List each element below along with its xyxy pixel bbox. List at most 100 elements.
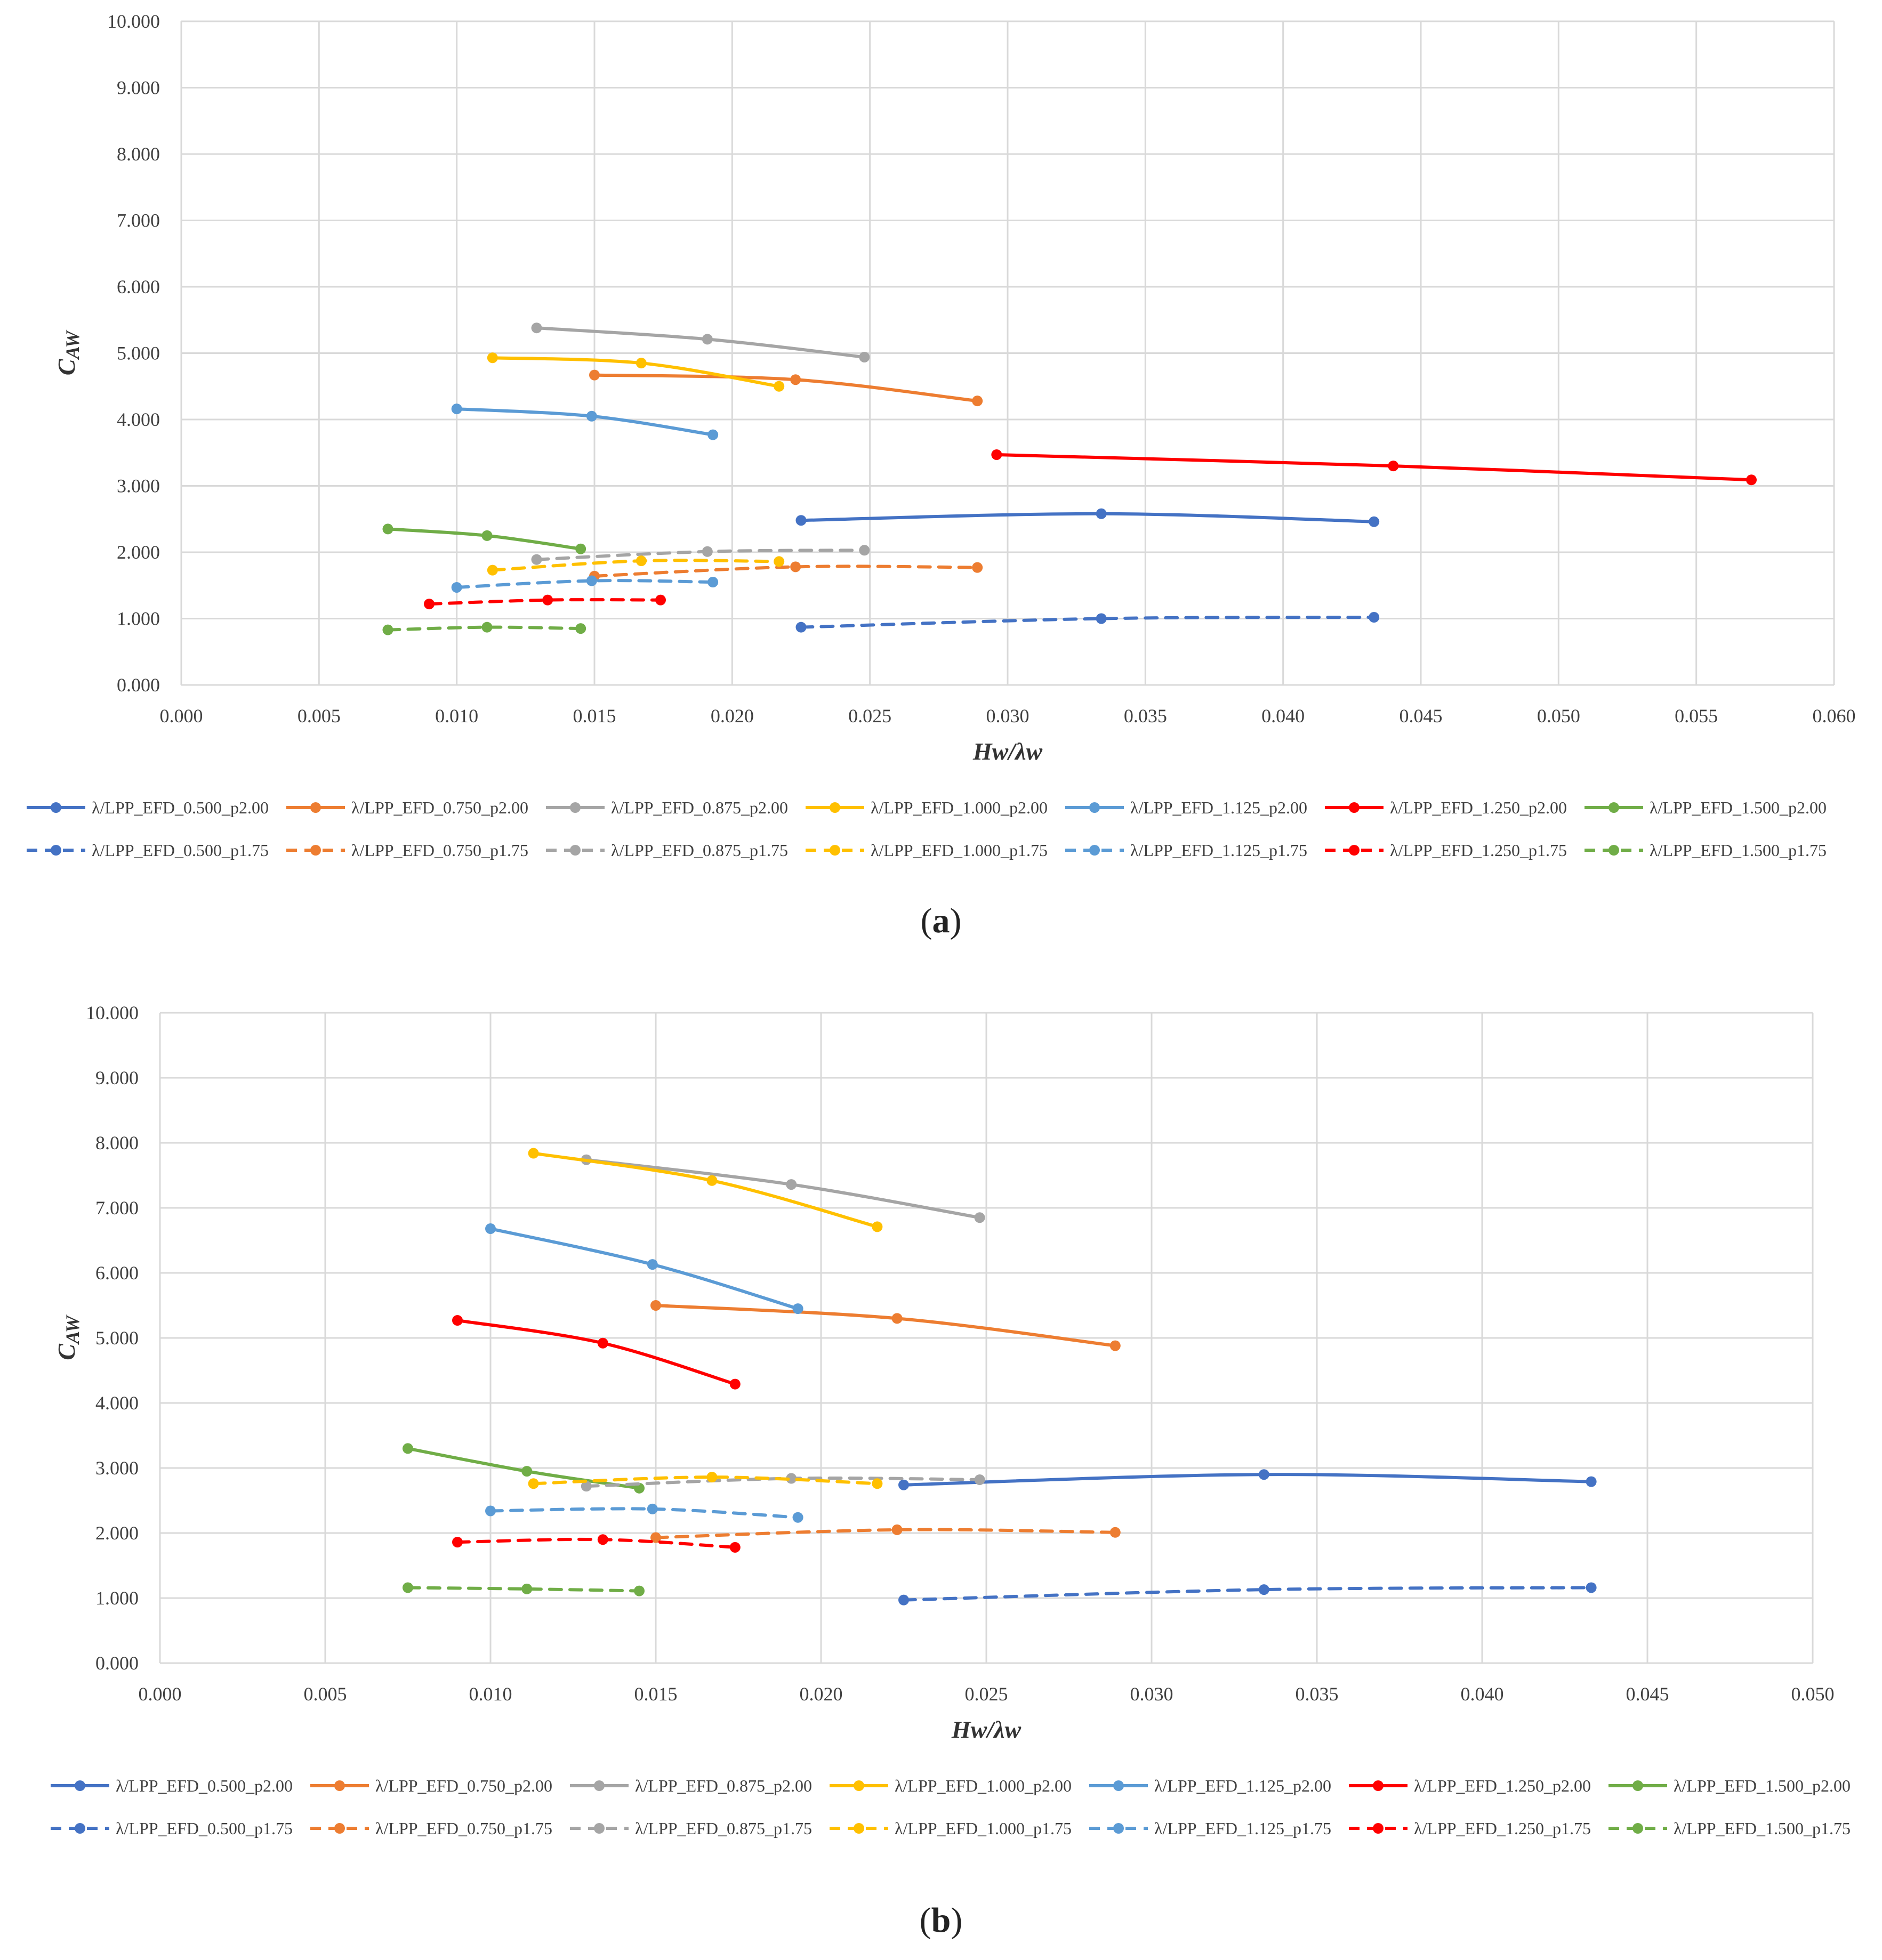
legend-label: λ/LPP_EFD_1.125_p2.00 [1154,1776,1331,1795]
series-line [455,407,715,437]
data-point [859,545,870,556]
data-point [774,381,785,392]
legend-label: λ/LPP_EFD_1.500_p2.00 [1674,1776,1851,1795]
legend-item: λ/LPP_EFD_0.750_p2.00 [310,1776,552,1795]
legend: λ/LPP_EFD_0.500_p2.00 λ/LPP_EFD_0.750_p2.… [27,798,1827,860]
y-tick-label: 1.000 [95,1587,139,1609]
data-point [650,1532,661,1543]
legend-label: λ/LPP_EFD_1.250_p2.00 [1390,798,1567,817]
series-line [490,356,781,388]
caption-b: (b) [919,1901,963,1940]
legend-label: λ/LPP_EFD_1.250_p2.00 [1414,1776,1591,1795]
legend-label: λ/LPP_EFD_0.750_p1.75 [351,841,528,860]
data-point [898,1594,909,1606]
data-point [790,374,801,385]
legend-label: λ/LPP_EFD_1.000_p2.00 [895,1776,1072,1795]
legend-label: λ/LPP_EFD_0.875_p1.75 [635,1819,812,1838]
legend-item: λ/LPP_EFD_1.000_p2.00 [806,798,1048,817]
series-line [902,1473,1593,1487]
data-point [790,561,801,572]
data-point [452,1537,463,1548]
legend-item: λ/LPP_EFD_0.875_p2.00 [546,798,788,817]
x-axis-label: Hw/λw [951,1716,1022,1743]
data-point [487,564,498,576]
legend-label: λ/LPP_EFD_1.500_p1.75 [1650,841,1827,860]
legend-swatch-marker [570,802,581,813]
x-tick-label: 0.025 [848,705,891,727]
data-point [991,449,1002,460]
legend-item: λ/LPP_EFD_0.875_p1.75 [570,1819,812,1838]
data-point [581,1481,592,1492]
y-axis-label: CAW [53,1314,83,1360]
legend-swatch-marker [51,802,61,813]
legend-item: λ/LPP_EFD_0.500_p2.00 [27,798,269,817]
data-point [1369,612,1380,623]
data-point [634,1585,645,1596]
data-point [647,1503,658,1514]
data-point [1096,613,1107,624]
legend-swatch-marker [334,1780,345,1791]
x-tick-label: 0.000 [139,1683,182,1705]
y-tick-label: 6.000 [117,276,160,297]
data-point [774,556,785,567]
data-point [485,1505,496,1517]
data-point [575,543,586,554]
x-axis-label: Hw/λw [972,738,1043,765]
series-line [456,1537,737,1549]
data-point [586,575,597,586]
caption-a: (a) [920,901,962,940]
series-line [455,579,715,589]
y-tick-label: 2.000 [117,542,160,563]
legend-item: λ/LPP_EFD_0.500_p1.75 [51,1819,293,1838]
caption-a-label: a [932,901,950,940]
data-point [647,1259,658,1270]
legend-swatch-marker [830,802,840,813]
legend-item: λ/LPP_EFD_0.750_p1.75 [286,841,528,860]
data-point [636,555,647,567]
legend-swatch-marker [1089,802,1100,813]
series-line [654,1528,1117,1539]
x-tick-label: 0.045 [1400,705,1443,727]
series-line [489,1507,800,1519]
data-point [891,1313,903,1324]
data-point [859,351,870,362]
legend-swatch-marker [1113,1823,1124,1834]
data-point [531,322,542,334]
chart-panel-a: 0.000 1.000 2.000 3.000 4.000 5.000 6.000 7.000… [0,0,1882,959]
legend-item: λ/LPP_EFD_0.875_p1.75 [546,841,788,860]
data-point [521,1583,533,1594]
legend-label: λ/LPP_EFD_0.750_p1.75 [375,1819,552,1838]
x-tick-label: 0.060 [1813,705,1856,727]
data-point [1388,461,1399,472]
x-tick-label: 0.055 [1675,705,1718,727]
legend-label: λ/LPP_EFD_1.500_p1.75 [1674,1819,1851,1838]
y-tick-label: 8.000 [117,143,160,165]
y-tick-label: 5.000 [117,343,160,364]
y-tick-label: 10.000 [86,1002,139,1023]
caption-b-label: b [931,1901,951,1940]
data-point [485,1223,496,1235]
data-point [795,515,807,526]
legend-swatch-marker [310,802,321,813]
data-point [972,396,983,407]
series-line [654,1304,1117,1348]
legend-swatch-marker [51,845,61,856]
x-tick-label: 0.045 [1626,1683,1669,1705]
legend-swatch-marker [310,845,321,856]
data-point [1746,474,1757,486]
x-tick-label: 0.010 [435,705,478,727]
legend-item: λ/LPP_EFD_1.000_p2.00 [830,1776,1072,1795]
data-point [792,1512,803,1523]
data-point [792,1303,803,1314]
data-point [706,1175,718,1186]
legend-label: λ/LPP_EFD_1.125_p2.00 [1130,798,1307,817]
series-line [799,512,1376,523]
legend-label: λ/LPP_EFD_0.500_p1.75 [116,1819,293,1838]
data-point [1369,516,1380,527]
y-tick-label: 7.000 [117,210,160,231]
data-point [891,1524,903,1535]
data-point [597,1337,608,1349]
legend-label: λ/LPP_EFD_0.500_p2.00 [92,798,269,817]
data-point [729,1542,741,1553]
data-point [528,1148,539,1159]
